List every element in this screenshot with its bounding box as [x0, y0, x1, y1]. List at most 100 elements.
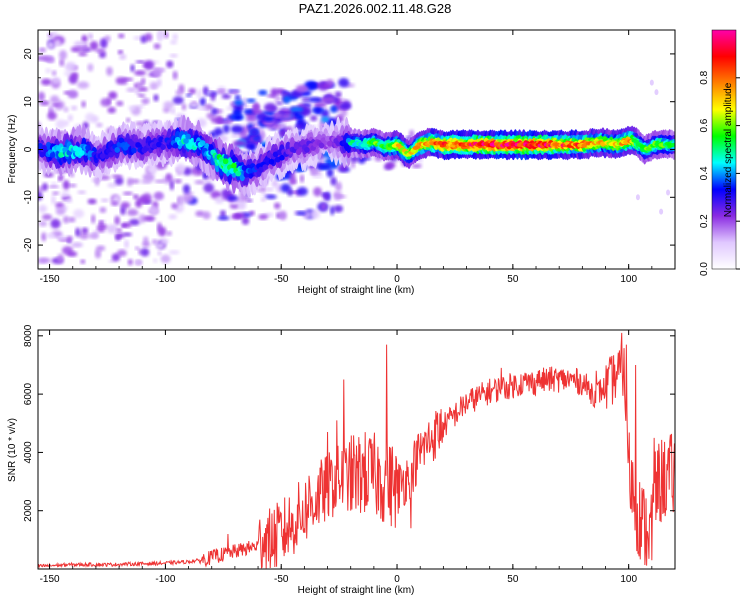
spectrogram-speckle [157, 251, 162, 256]
spectrogram-speckle [106, 224, 118, 234]
spectrogram-ridge-cell [172, 142, 179, 149]
y-tick-label: -10 [23, 190, 34, 205]
spectrogram-speckle [118, 33, 125, 39]
spectrogram-ridge-cell [39, 151, 45, 158]
colorbar-tick-label: 0.4 [699, 166, 710, 180]
spectrogram-speckle [137, 87, 149, 92]
spectrogram-speckle [142, 241, 151, 247]
spectrogram-speckle [220, 210, 226, 218]
spectrogram-speckle [194, 180, 205, 185]
spectrogram-speckle [175, 89, 182, 96]
spectrogram-speckle [122, 232, 133, 237]
spectrogram-ridge-cell [343, 143, 350, 150]
y-tick-label: 8000 [23, 324, 34, 347]
spectrogram-speckle [134, 70, 147, 76]
spectrogram-speckle [202, 211, 211, 220]
spectrogram-speckle [54, 39, 61, 47]
snr-line [38, 332, 675, 569]
spectrogram-speckle [143, 215, 156, 222]
spectrogram-speckle [61, 191, 70, 197]
spectrogram-speckle [313, 186, 322, 197]
x-tick-label: 100 [620, 574, 637, 585]
spectrogram-speckle [197, 106, 209, 111]
spectrogram-blob [289, 106, 304, 113]
spectrogram-speckle [162, 107, 171, 113]
spectrogram-speckle [38, 55, 48, 61]
spectrogram-speckle [66, 251, 78, 257]
y-tick-label: 20 [23, 48, 34, 60]
spectrogram-speckle [135, 260, 141, 265]
spectrogram-speckle [47, 41, 55, 49]
spectrogram-speckle [154, 191, 164, 200]
spectrogram-speckle [130, 64, 135, 72]
spectrogram-speckle [50, 182, 57, 187]
figure-title: PAZ1.2026.002.11.48.G28 [299, 1, 452, 16]
spectrogram-speckle [91, 115, 99, 124]
spectrogram-speckle [231, 90, 239, 95]
spectrogram-speckle [330, 205, 335, 216]
spectrogram-speckle [210, 92, 216, 101]
spectrogram-ridge-cell [156, 141, 162, 148]
spectrogram-speckle [166, 60, 174, 68]
y-tick-label: 6000 [23, 383, 34, 406]
spectrogram-speckle [211, 107, 218, 115]
spectrogram-speckle [117, 50, 124, 55]
spectrogram-speckle [141, 97, 150, 105]
spectrogram-blob [246, 98, 256, 103]
colorbar-gradient [712, 30, 736, 269]
spectrogram-x-axis: -150 -100 -50 0 50 100 [40, 30, 676, 285]
spectrogram-speckle [114, 215, 121, 226]
spectrogram-speckle [128, 218, 140, 226]
spectrogram-ridge-cell [639, 144, 646, 149]
spectrogram-speckle [262, 187, 275, 192]
colorbar-tick-label: 0.2 [699, 214, 710, 228]
spectrogram-speckle [182, 193, 194, 203]
spectrogram-blob [249, 128, 259, 136]
snr-x-label: Height of straight line (km) [298, 585, 415, 596]
spectrogram-speckle [278, 210, 287, 221]
colorbar-tick-label: 0.0 [699, 262, 710, 276]
spectrogram-speckle [334, 91, 342, 98]
spectrogram-speckle [168, 214, 178, 220]
spectrogram-speckle [299, 174, 305, 183]
spectrogram-blob [318, 163, 333, 169]
spectrogram-speckle [296, 210, 307, 216]
spectrogram-speckle [146, 166, 157, 172]
spectrogram-speckle [121, 222, 132, 228]
spectrogram-speckle [265, 194, 277, 200]
x-tick-label: 0 [394, 274, 400, 285]
spectrogram-ridge-cell [272, 151, 279, 158]
spectrogram-ridge-cell [335, 140, 342, 147]
spectrogram-speckle [51, 103, 61, 107]
spectrogram-speckle [140, 247, 150, 257]
spectrogram-speckle [115, 232, 125, 239]
spectrogram-speckle [96, 224, 108, 229]
spectrogram-ridge-cell [293, 143, 300, 150]
spectrogram-speckle [217, 215, 230, 221]
spectrogram-speckle [133, 36, 143, 40]
spectrogram-speckle [116, 100, 124, 107]
spectrogram-speckle [276, 209, 281, 215]
spectrogram-speckle [51, 194, 56, 205]
spectrogram-speckle [67, 216, 76, 223]
spectrogram-speckle [335, 195, 347, 199]
spectrogram-speckle [135, 60, 146, 64]
x-tick-label: -50 [274, 274, 289, 285]
spectrogram-ridge-cell [304, 146, 310, 153]
spectrogram-speckle [38, 204, 47, 213]
spectrogram-ridge-cell [318, 142, 325, 149]
spectrogram-blob [234, 99, 243, 106]
spectrogram-speckle [223, 124, 230, 134]
spectrogram-speckle [182, 184, 191, 194]
spectrogram-ridge-cell [135, 142, 141, 148]
spectrogram-speckle [273, 202, 281, 209]
spectrogram-speckle [171, 203, 178, 210]
colorbar-tick-label: 0.8 [699, 70, 710, 84]
spectrogram-speckle [100, 98, 111, 107]
spectrogram-speckle [50, 95, 60, 104]
spectrogram-ridge-cell [327, 140, 333, 147]
spectrogram-speckle [153, 94, 159, 102]
spectrogram-blob [230, 124, 244, 134]
